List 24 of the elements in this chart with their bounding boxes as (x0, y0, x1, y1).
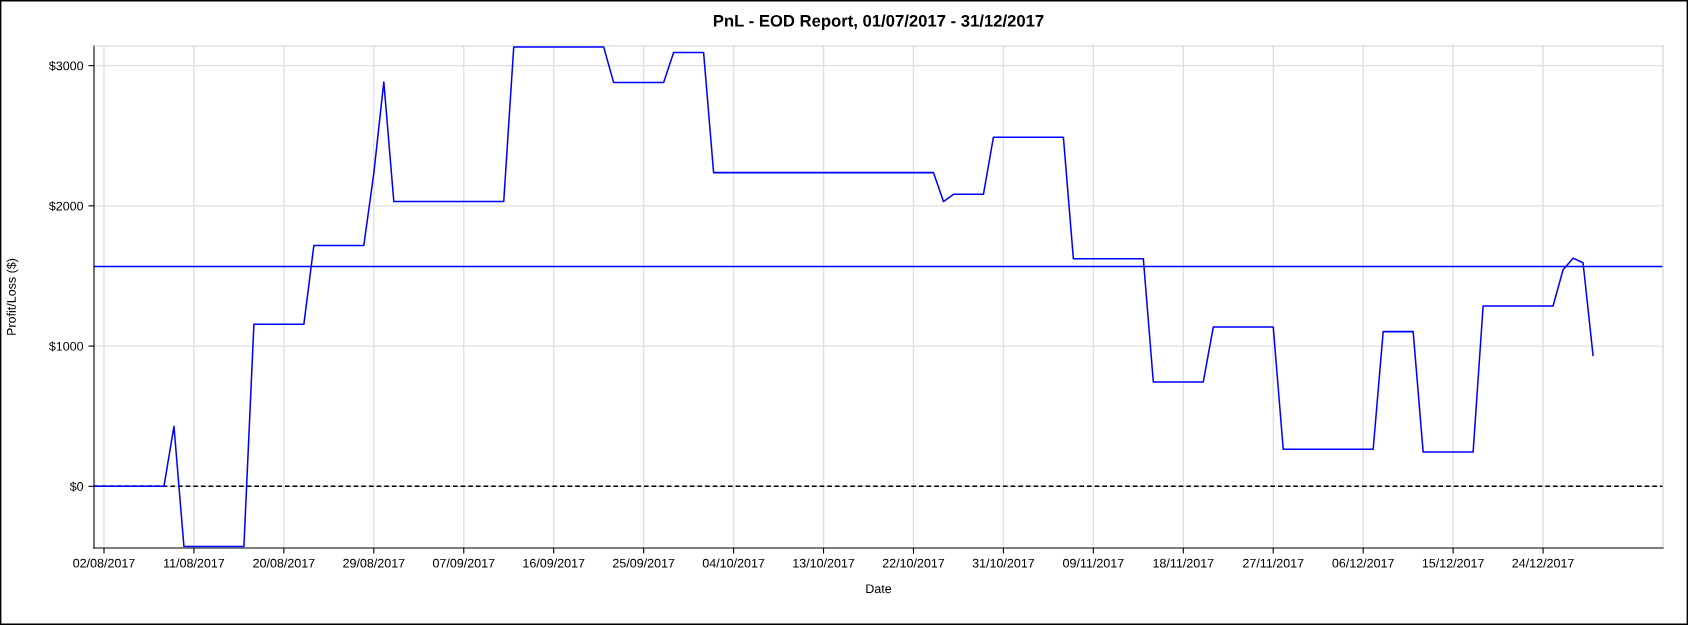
x-tick-label: 25/09/2017 (613, 558, 675, 568)
x-tick-label: 27/11/2017 (1243, 558, 1304, 568)
x-tick-label: 13/10/2017 (793, 558, 855, 568)
x-tick-label: 24/12/2017 (1512, 558, 1574, 568)
x-tick-label: 20/08/2017 (253, 558, 315, 568)
x-tick-label: 11/08/2017 (164, 558, 225, 568)
x-tick-label: 02/08/2017 (73, 558, 135, 568)
x-tick-label: 15/12/2017 (1422, 558, 1484, 568)
chart-title: PnL - EOD Report, 01/07/2017 - 31/12/2017 (713, 14, 1044, 31)
x-tick-label: 06/12/2017 (1332, 558, 1394, 568)
y-tick-label: $2000 (48, 201, 84, 212)
y-axis-title: Profit/Loss ($) (6, 258, 19, 335)
x-tick-label: 09/11/2017 (1063, 558, 1124, 568)
x-tick-label: 04/10/2017 (702, 558, 765, 568)
x-axis-title: Date (866, 584, 892, 594)
x-tick-label: 16/09/2017 (523, 558, 585, 568)
x-tick-label: 18/11/2017 (1153, 558, 1214, 568)
x-tick-label: 22/10/2017 (882, 558, 945, 568)
y-tick-label: $0 (69, 481, 84, 492)
y-tick-label: $1000 (48, 341, 84, 352)
y-tick-label: $3000 (48, 60, 84, 72)
x-tick-label: 07/09/2017 (432, 558, 495, 568)
x-tick-label: 29/08/2017 (343, 558, 405, 568)
x-tick-label: 31/10/2017 (972, 558, 1035, 568)
